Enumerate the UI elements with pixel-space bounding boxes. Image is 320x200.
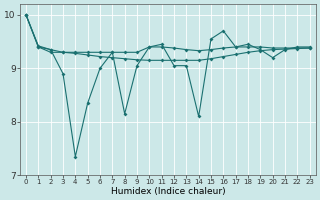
X-axis label: Humidex (Indice chaleur): Humidex (Indice chaleur) (110, 187, 225, 196)
